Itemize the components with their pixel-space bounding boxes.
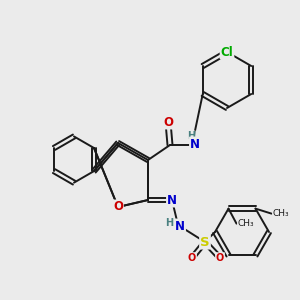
Text: N: N	[190, 137, 200, 151]
Text: H: H	[165, 218, 173, 228]
Text: Cl: Cl	[220, 46, 233, 59]
Text: H: H	[187, 131, 195, 141]
Text: O: O	[113, 200, 123, 214]
Text: O: O	[188, 253, 196, 263]
Text: O: O	[216, 253, 224, 263]
Text: N: N	[175, 220, 185, 232]
Text: O: O	[163, 116, 173, 128]
Text: CH₃: CH₃	[238, 219, 254, 228]
Text: CH₃: CH₃	[272, 209, 289, 218]
Text: S: S	[200, 236, 210, 248]
Text: N: N	[167, 194, 177, 206]
